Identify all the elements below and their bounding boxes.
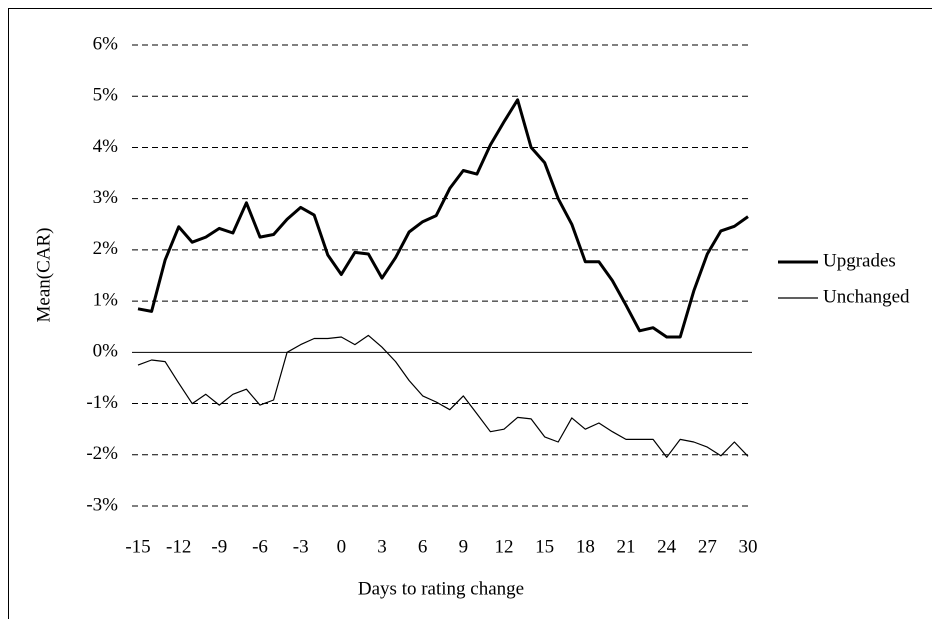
y-tick-label: 5% [93,85,119,106]
x-tick-label: 24 [657,536,677,557]
y-axis-label: Mean(CAR) [33,228,54,323]
x-tick-label: -12 [166,536,191,557]
series-line [137,98,749,339]
y-tick-label: -3% [86,494,118,515]
x-tick-label: 3 [377,536,387,557]
y-tick-label: 2% [93,238,119,259]
series-line [137,334,749,458]
y-tick-label: 4% [93,136,119,157]
y-tick-label: -1% [86,392,118,413]
x-tick-label: 15 [535,536,554,557]
y-tick-label: 0% [93,341,119,362]
x-tick-label: 0 [337,536,347,557]
legend-label: Upgrades [823,250,896,271]
y-tick-label: 1% [93,289,119,310]
x-axis-label: Days to rating change [358,578,524,599]
x-tick-label: 9 [459,536,469,557]
x-tick-label: 18 [576,536,595,557]
x-tick-label: 30 [739,536,758,557]
x-tick-label: 27 [698,536,717,557]
y-tick-label: -2% [86,443,118,464]
x-tick-label: 21 [617,536,636,557]
x-tick-label: -6 [252,536,268,557]
x-tick-label: 6 [418,536,428,557]
x-tick-label: -9 [211,536,227,557]
y-tick-label: 6% [93,33,119,54]
frame [8,8,932,619]
x-tick-label: 12 [495,536,514,557]
x-tick-label: -15 [125,536,150,557]
y-tick-label: 3% [93,187,119,208]
x-tick-label: -3 [293,536,309,557]
legend-label: Unchanged [823,286,910,307]
